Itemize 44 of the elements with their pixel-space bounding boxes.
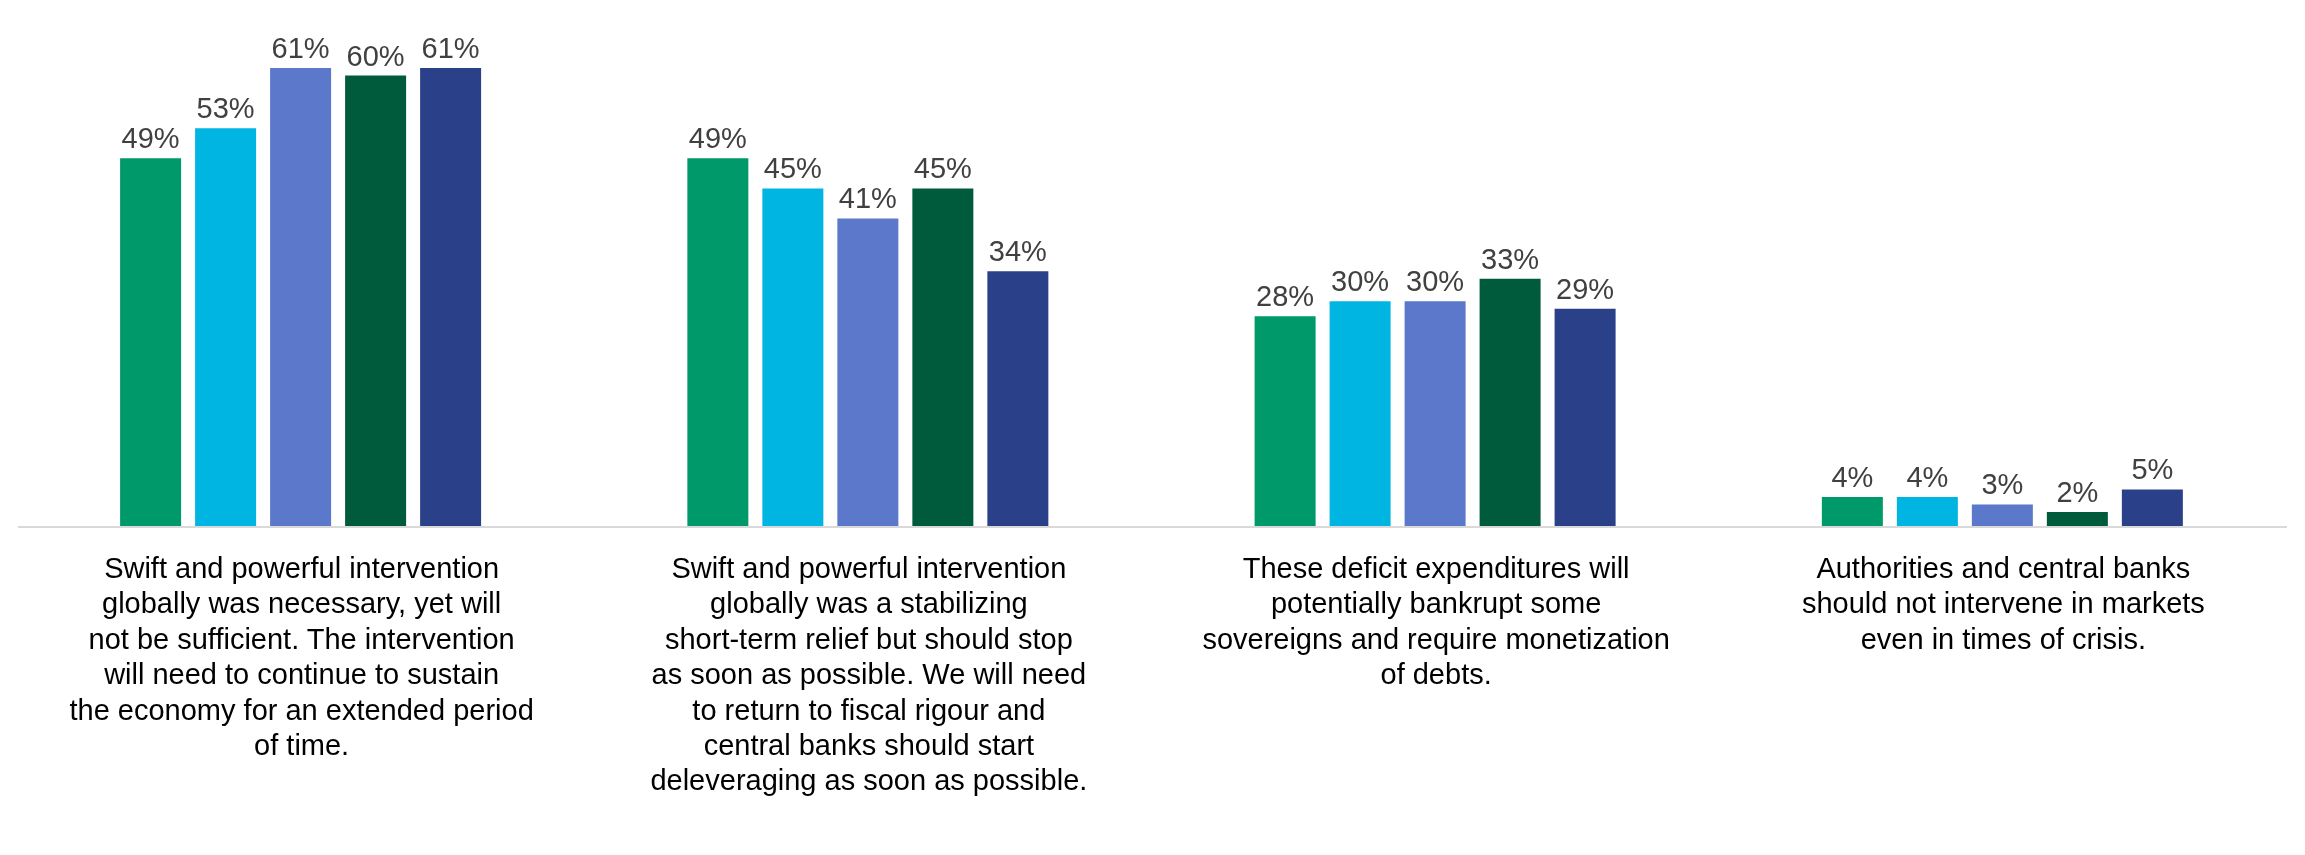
data-label: 5% [2131, 453, 2174, 486]
data-label: 61% [421, 32, 480, 64]
bar [1554, 308, 1616, 527]
x-tick-label: Authorities and central banks should not intervene in markets even in times of crisis. [1801, 552, 2205, 655]
data-label: 4% [1831, 460, 1874, 493]
data-label: 30% [1406, 265, 1465, 298]
bar [420, 68, 482, 527]
bar [345, 75, 407, 527]
bar [687, 158, 749, 527]
x-tick-label: Swift and powerful intervention globally was a stabilizing short-term relief but should stop as soon as possible. We will need to return to fiscal rigour and central banks should start deleveraging as soon as possible. [650, 552, 1088, 797]
data-label: 60% [346, 39, 405, 72]
data-label: 28% [1256, 280, 1315, 313]
data-label: 45% [913, 152, 972, 185]
bar [1404, 301, 1466, 527]
bar [987, 271, 1049, 527]
bar [2121, 489, 2183, 527]
bar [1971, 504, 2033, 527]
x-tick-label: Swift and powerful intervention globally was necessary, yet will not be sufficient. The intervention will need to continue to sustain the economy for an extended period of time. [69, 552, 534, 761]
bar [912, 188, 974, 527]
data-label: 41% [838, 182, 897, 215]
data-label: 53% [196, 92, 255, 125]
bar [1479, 278, 1541, 527]
data-label: 33% [1481, 242, 1540, 275]
data-label: 45% [763, 152, 822, 185]
bar [1254, 316, 1316, 527]
bar [837, 218, 899, 527]
data-label: 3% [1981, 468, 2024, 501]
data-label: 61% [271, 32, 330, 64]
data-label: 30% [1331, 265, 1390, 298]
data-label: 29% [1556, 272, 1615, 305]
bar [1329, 301, 1391, 527]
data-label: 34% [988, 235, 1047, 268]
data-label: 49% [121, 122, 180, 155]
data-label: 2% [2056, 475, 2099, 508]
bar [270, 68, 332, 527]
bar [120, 158, 182, 527]
bar [2046, 511, 2108, 527]
bar [1821, 496, 1883, 527]
bar [195, 128, 257, 527]
x-tick-label: These deficit expenditures will potentially bankrupt some sovereigns and require monetization of debts. [1202, 552, 1670, 691]
data-label: 4% [1906, 460, 1949, 493]
bar [762, 188, 824, 527]
data-label: 49% [688, 122, 747, 155]
bar [1896, 496, 1958, 527]
